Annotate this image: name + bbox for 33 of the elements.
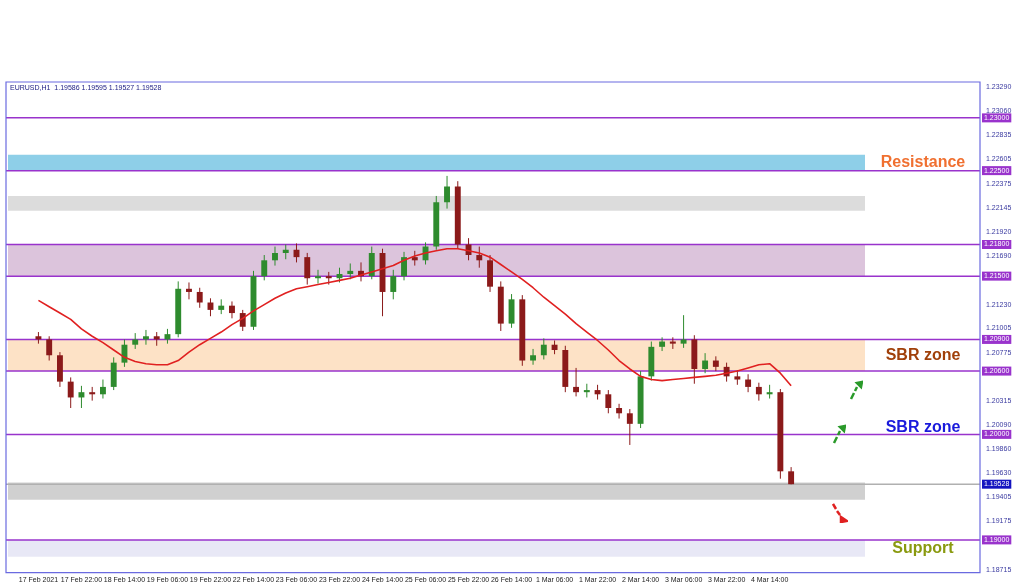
candlestick [755,382,762,402]
text: SBR zone [885,418,961,436]
candlestick [315,269,321,285]
candlestick [616,403,623,420]
candlestick [659,336,666,352]
candlestick [390,269,397,300]
candlestick [476,246,483,269]
candlestick [626,408,633,446]
candlestick [78,385,85,409]
candlestick [272,246,278,267]
candlestick [143,329,149,346]
candlestick [444,175,450,210]
candlestick [540,337,547,360]
candlestick [67,376,74,409]
candlestick [304,252,311,286]
candlestick [745,373,752,393]
candlestick [196,287,203,309]
candlestick [530,348,537,366]
candlestick [99,379,106,400]
candlestick [702,352,709,374]
candlestick [680,314,687,349]
candlestick [46,335,53,362]
candlestick [261,254,268,281]
band-label: Support [892,538,955,556]
candlestick [121,338,128,368]
candlestick [229,300,235,319]
candlestick [573,367,580,397]
candlestick [401,251,407,281]
candlestick [605,389,612,414]
band-label: SBR zone [885,345,961,363]
band-label: Resistance [880,153,966,171]
candlestick [368,246,375,280]
candlestick [186,281,192,300]
